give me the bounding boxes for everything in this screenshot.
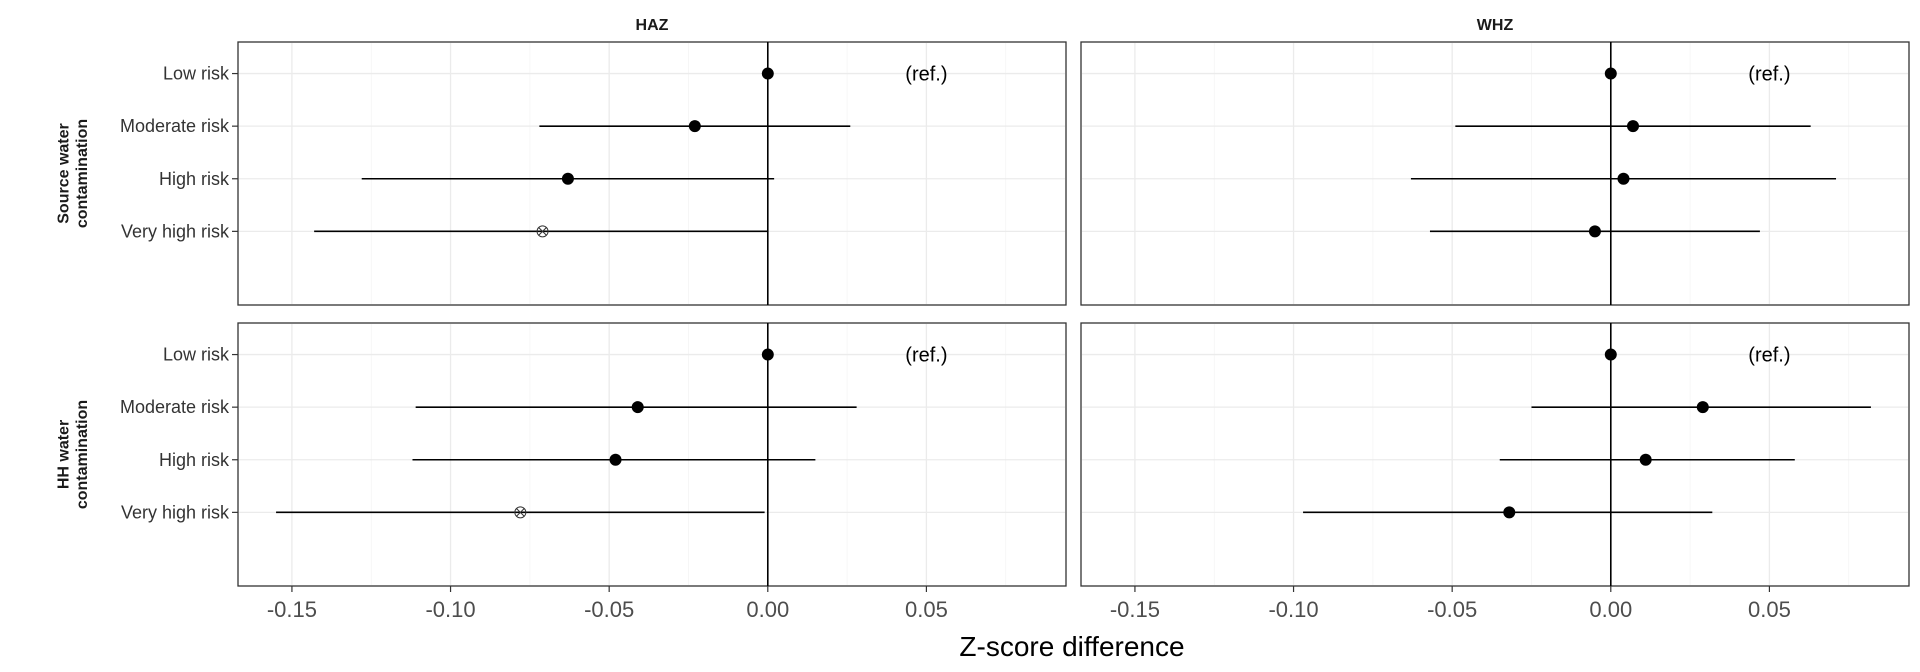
x-tick-label: 0.05 xyxy=(1748,597,1791,622)
panel-haz-hh: (ref.) xyxy=(237,322,1067,587)
y-tick-label: Moderate risk xyxy=(120,397,230,417)
x-tick-label: -0.10 xyxy=(1268,597,1318,622)
y-tick-label: Low risk xyxy=(163,345,230,365)
point-marker-cross xyxy=(538,227,547,236)
panel-haz-source: (ref.) xyxy=(237,41,1067,306)
panel-frame xyxy=(1080,41,1910,306)
point-estimate xyxy=(561,172,574,185)
point-estimate-open xyxy=(514,506,527,519)
point-estimate xyxy=(609,453,622,466)
row-facet-label-line: HH water xyxy=(55,420,72,489)
point-estimate xyxy=(1617,172,1630,185)
x-tick-label: -0.15 xyxy=(267,597,317,622)
row-facet-label: HH watercontamination xyxy=(55,400,90,509)
point-estimate xyxy=(1503,506,1516,519)
y-tick-label: Very high risk xyxy=(121,502,230,522)
x-tick-label: -0.05 xyxy=(1427,597,1477,622)
y-tick-label: Low risk xyxy=(163,64,230,84)
panel-whz-source: (ref.) xyxy=(1080,41,1910,306)
x-tick-label: 0.05 xyxy=(905,597,948,622)
reference-annotation: (ref.) xyxy=(1748,64,1790,86)
row-facet-label: Source watercontamination xyxy=(55,119,90,228)
panels-layer: (ref.) (ref.) (ref.) (ref.) xyxy=(237,41,1910,587)
row-facet-label-line: contamination xyxy=(74,400,91,509)
x-axis-title: Z-score difference xyxy=(959,631,1184,662)
point-estimate xyxy=(1604,348,1617,361)
row-facet-label-line: Source water xyxy=(55,123,72,223)
point-estimate xyxy=(761,67,774,80)
point-estimate xyxy=(761,348,774,361)
point-estimate xyxy=(1627,120,1639,133)
reference-annotation: (ref.) xyxy=(905,64,947,86)
point-marker-circle xyxy=(536,225,549,238)
facet-strip-label: HAZ xyxy=(636,17,669,34)
point-estimate xyxy=(1696,401,1709,414)
point-estimate-open xyxy=(536,225,549,238)
point-marker-cross xyxy=(515,508,525,517)
panel-frame xyxy=(237,41,1067,306)
x-tick-label: -0.15 xyxy=(1110,597,1160,622)
panel-frame xyxy=(1080,322,1910,587)
point-estimate xyxy=(688,120,701,133)
point-estimate xyxy=(1639,453,1652,466)
y-tick-label: High risk xyxy=(159,169,230,189)
y-tick-label: High risk xyxy=(159,450,230,470)
reference-annotation: (ref.) xyxy=(1748,345,1790,367)
panel-whz-hh: (ref.) xyxy=(1080,322,1910,587)
y-tick-label: Very high risk xyxy=(121,221,230,241)
y-tick-label: Moderate risk xyxy=(120,116,230,136)
point-marker-circle xyxy=(514,506,527,519)
point-estimate xyxy=(1588,225,1601,238)
point-estimate xyxy=(1604,67,1617,80)
x-tick-label: -0.05 xyxy=(584,597,634,622)
point-estimate xyxy=(631,401,644,414)
facet-strip-label: WHZ xyxy=(1477,17,1514,34)
panel-frame xyxy=(237,322,1067,587)
x-tick-label: -0.10 xyxy=(425,597,475,622)
x-tick-label: 0.00 xyxy=(746,597,789,622)
x-tick-label: 0.00 xyxy=(1589,597,1632,622)
row-facet-label-line: contamination xyxy=(74,119,91,228)
reference-annotation: (ref.) xyxy=(905,345,947,367)
